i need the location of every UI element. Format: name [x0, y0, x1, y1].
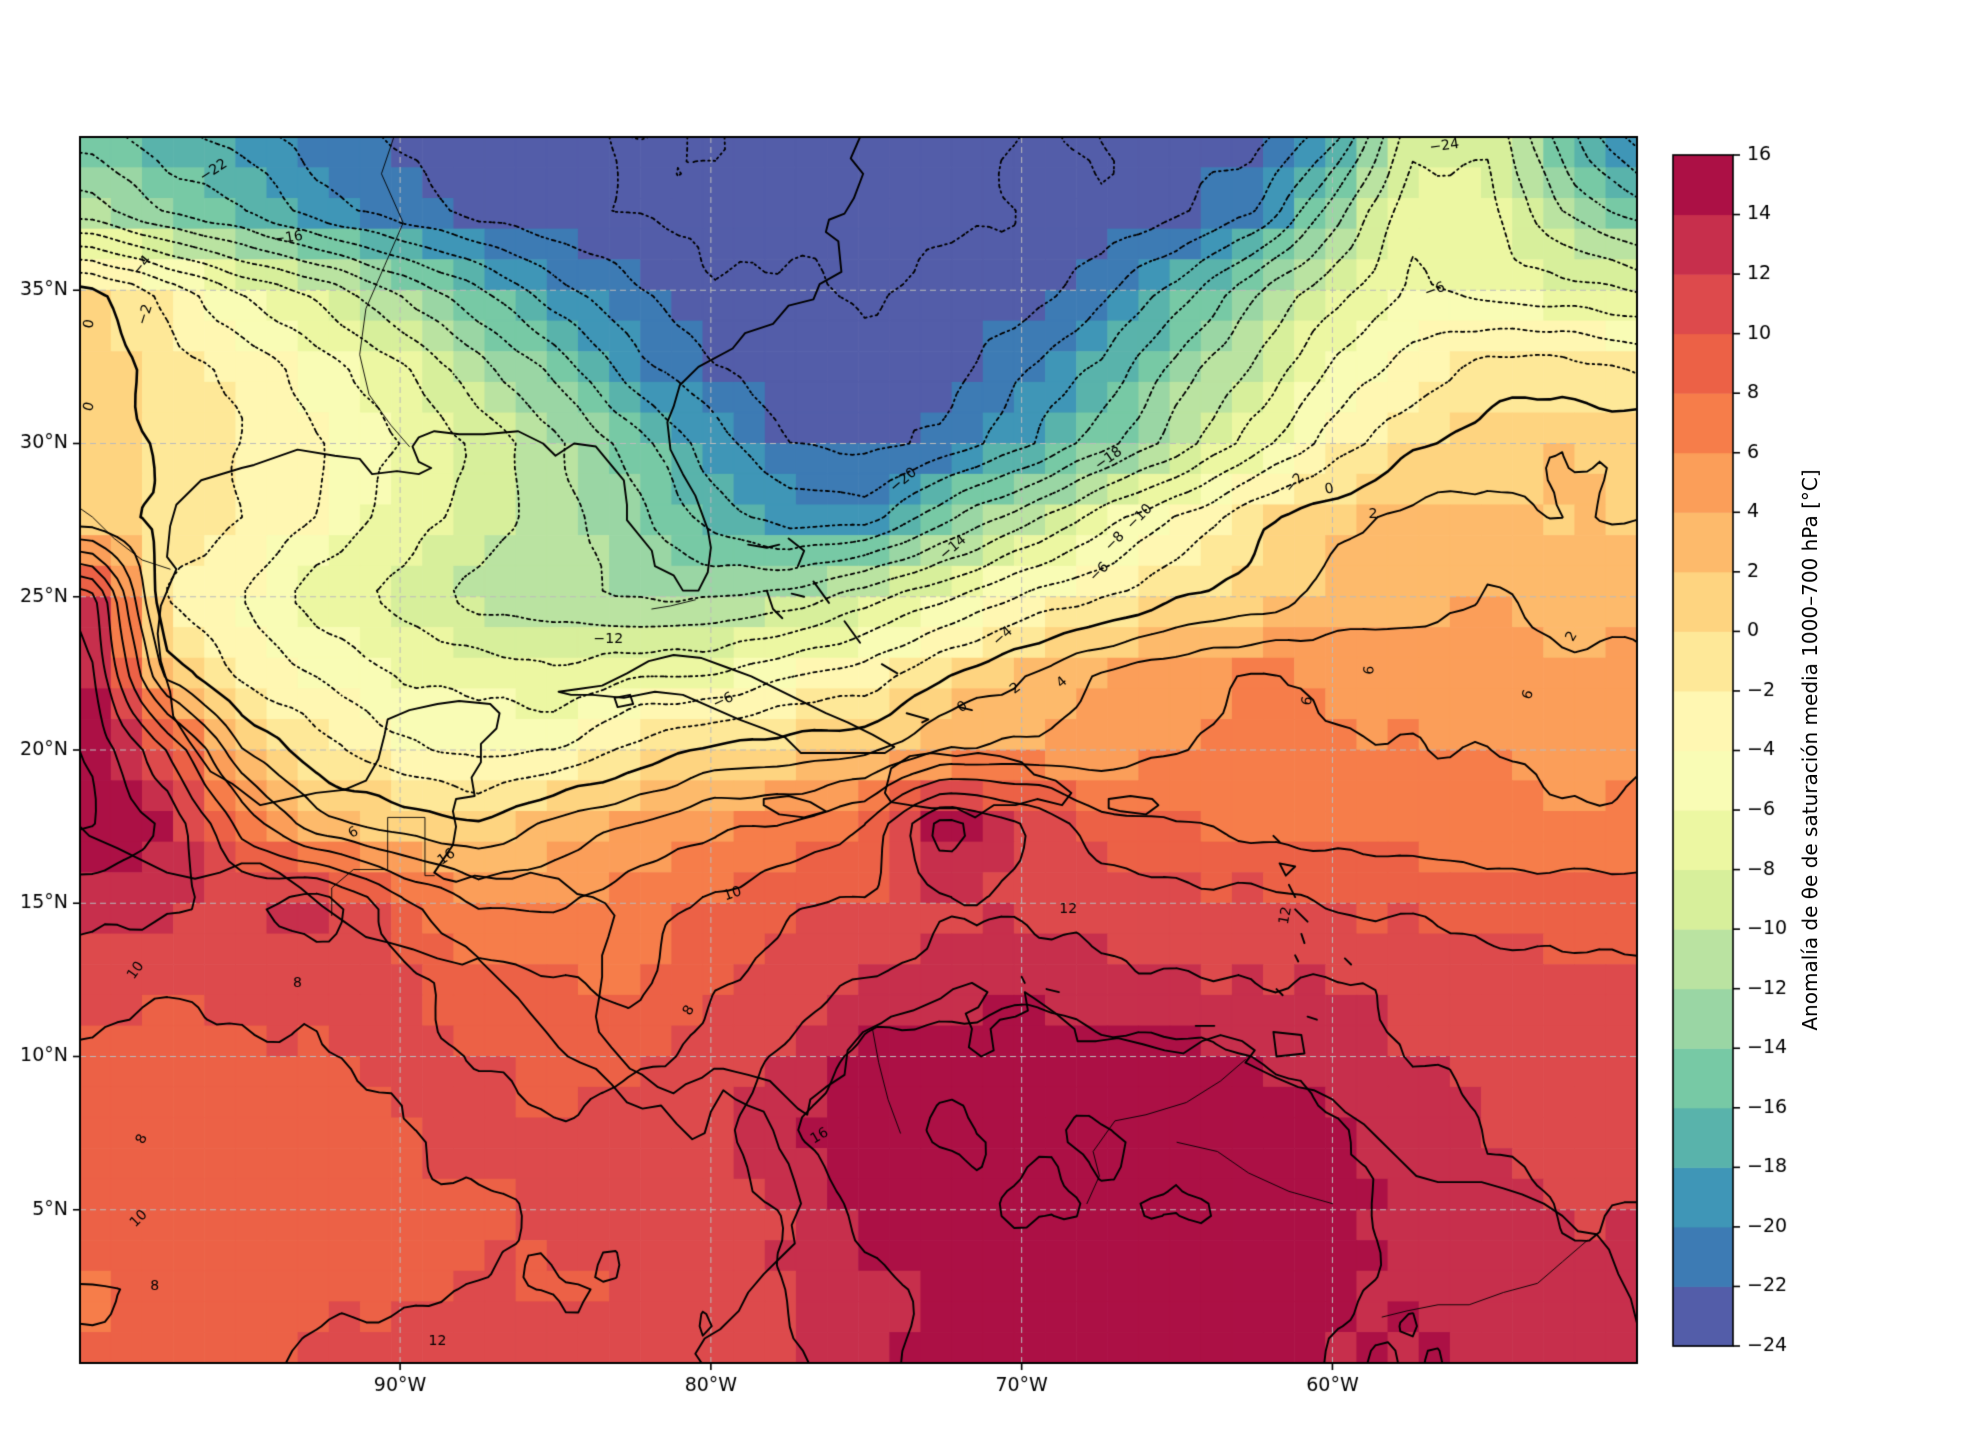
colorbar-axis-label: Anomalía de θe de saturación media 1000–…	[1798, 469, 1822, 1031]
